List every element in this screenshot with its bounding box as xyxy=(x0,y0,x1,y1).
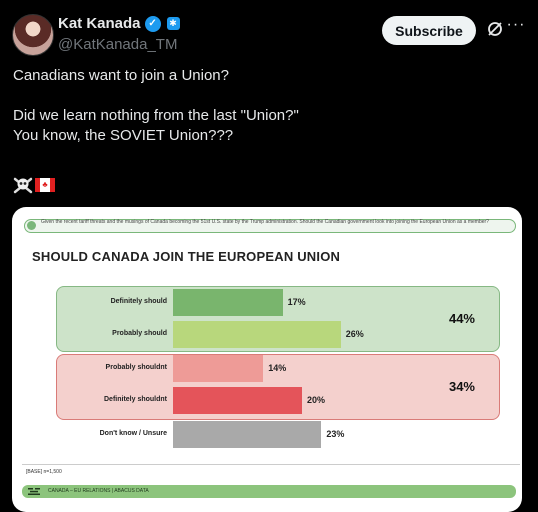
value-label: 26% xyxy=(345,329,364,339)
footer-bar: CANADA – EU RELATIONS | ABACUS DATA xyxy=(22,485,516,498)
base-note: [BASE] n=1,500 xyxy=(26,469,62,475)
chart-title: SHOULD CANADA JOIN THE EUROPEAN UNION xyxy=(32,249,341,264)
tweet-line: You know, the SOVIET Union??? xyxy=(13,127,234,144)
poll-image[interactable]: Given the recent tariff threats and the … xyxy=(12,207,522,512)
subscribe-button[interactable]: Subscribe xyxy=(382,16,476,45)
value-label: 20% xyxy=(307,395,326,405)
support-total-label: 44% xyxy=(448,311,475,326)
verified-badge-icon[interactable]: ✓ xyxy=(144,15,161,32)
footer-divider xyxy=(22,464,520,465)
category-label: Definitely should xyxy=(110,298,167,305)
question-icon xyxy=(27,221,36,230)
bar xyxy=(173,289,283,316)
author-name[interactable]: Kat Kanada xyxy=(58,15,141,32)
bar xyxy=(173,355,264,382)
canada-flag-icon: ♣ xyxy=(35,178,55,192)
bar xyxy=(173,321,341,348)
abacus-logo-icon xyxy=(28,488,40,495)
category-label: Probably should xyxy=(112,330,167,337)
question-text: Given the recent tariff threats and the … xyxy=(41,219,489,225)
author-handle[interactable]: @KatKanada_TM xyxy=(58,36,178,53)
more-options-icon[interactable]: ··· xyxy=(506,16,526,33)
category-label: Probably shouldnt xyxy=(105,364,167,371)
avatar[interactable] xyxy=(12,14,54,56)
category-label: Don't know / Unsure xyxy=(99,430,167,437)
affiliate-badge-icon[interactable]: ✱ xyxy=(166,17,180,30)
emoji-row: ♣ xyxy=(13,176,55,194)
footer-text: CANADA – EU RELATIONS | ABACUS DATA xyxy=(48,488,149,494)
bar xyxy=(173,421,322,448)
category-label: Definitely shouldnt xyxy=(104,396,167,403)
tweet-text: Canadians want to join a Union? Did we l… xyxy=(13,66,513,146)
question-banner: Given the recent tariff threats and the … xyxy=(24,219,516,233)
author-name-row: Kat Kanada ✓ ✱ xyxy=(58,15,180,32)
bar xyxy=(173,387,302,414)
tweet-line: Canadians want to join a Union? xyxy=(13,67,229,84)
value-label: 14% xyxy=(268,363,287,373)
skull-and-crossbones-icon xyxy=(13,177,33,194)
tweet-spacer xyxy=(13,86,513,106)
oppose-total-label: 34% xyxy=(448,379,475,394)
grok-icon[interactable] xyxy=(486,20,504,38)
tweet-header: Kat Kanada ✓ ✱ @KatKanada_TM Subscribe ·… xyxy=(12,12,526,56)
value-label: 23% xyxy=(326,429,345,439)
tweet-line: Did we learn nothing from the last "Unio… xyxy=(13,107,299,124)
value-label: 17% xyxy=(287,297,306,307)
